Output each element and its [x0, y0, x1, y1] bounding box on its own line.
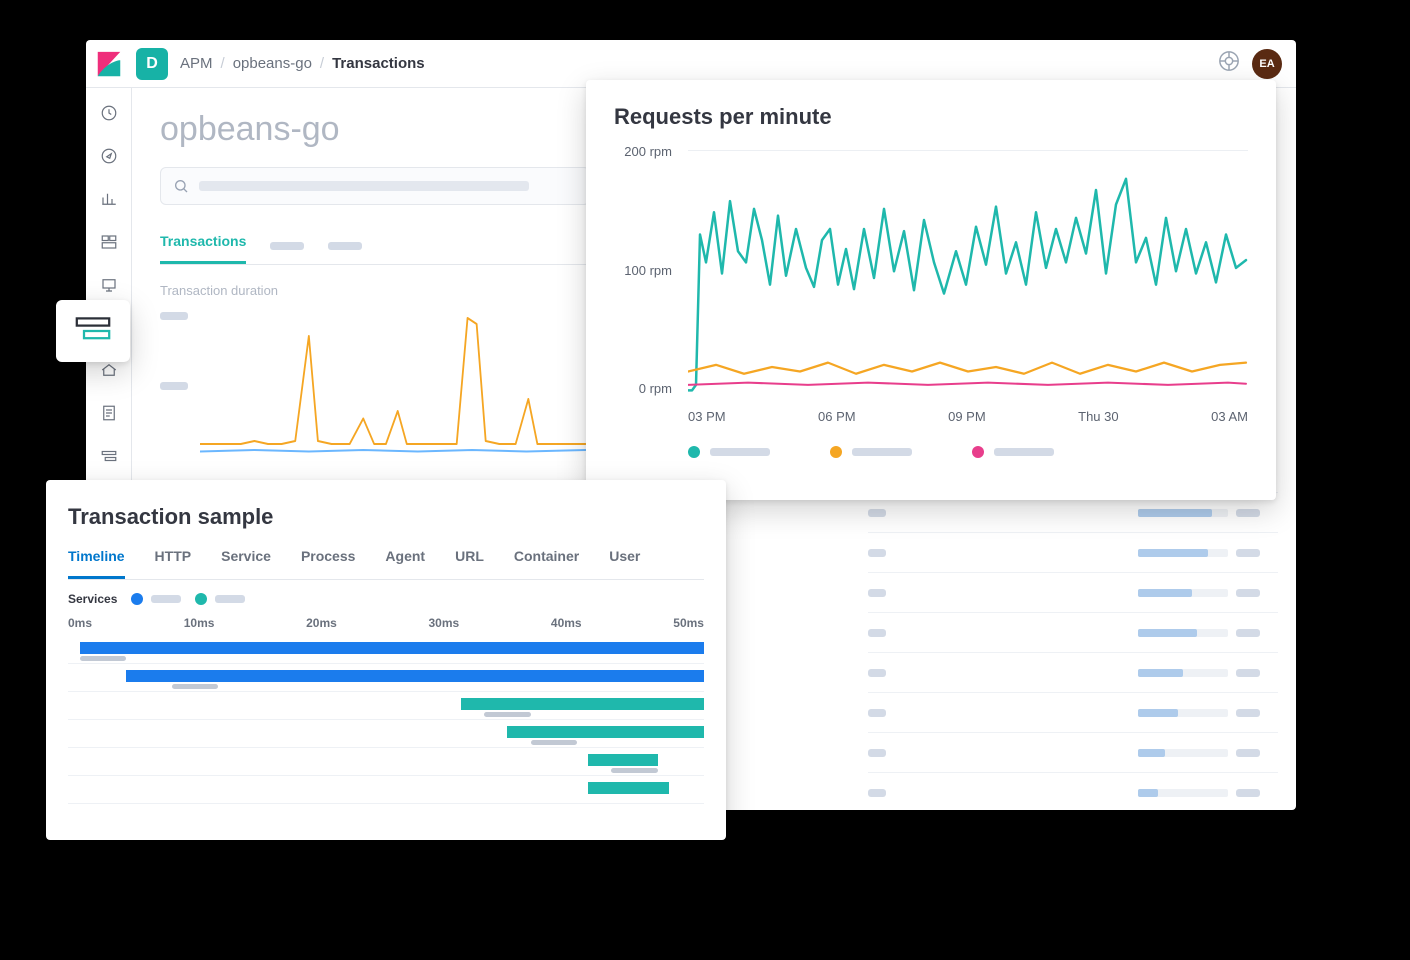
list-item[interactable] — [868, 532, 1278, 572]
legend-item[interactable] — [688, 446, 770, 458]
tsample-tabs: Timeline HTTP Service Process Agent URL Contai… — [68, 544, 704, 580]
tab-process[interactable]: Process — [301, 544, 355, 579]
logs-icon[interactable] — [100, 404, 118, 427]
apm-icon-tile[interactable] — [56, 300, 130, 362]
timeline-axis: 0ms10ms20ms30ms40ms50ms — [68, 616, 704, 630]
transaction-sample-panel: Transaction sample Timeline HTTP Service Pr… — [46, 480, 726, 840]
tab-container[interactable]: Container — [514, 544, 579, 579]
timeline-rows — [68, 636, 704, 804]
requests-per-minute-panel: Requests per minute 200 rpm100 rpm0 rpm … — [586, 80, 1276, 500]
list-item[interactable] — [868, 612, 1278, 652]
list-item[interactable] — [868, 772, 1278, 812]
breadcrumb-apm[interactable]: APM — [180, 55, 213, 72]
timeline-span[interactable] — [68, 636, 704, 664]
list-item[interactable] — [868, 572, 1278, 612]
dashboard-icon[interactable] — [100, 233, 118, 256]
tab-agent[interactable]: Agent — [385, 544, 425, 579]
tab-url[interactable]: URL — [455, 544, 484, 579]
kibana-logo-icon — [94, 49, 124, 79]
infra-icon[interactable] — [100, 361, 118, 384]
list-item[interactable] — [868, 732, 1278, 772]
apm-nav-icon[interactable] — [100, 447, 118, 470]
tab-http[interactable]: HTTP — [155, 544, 192, 579]
timeline-span[interactable] — [68, 748, 704, 776]
recent-icon[interactable] — [100, 104, 118, 127]
transaction-duration-chart — [160, 306, 590, 486]
timeline-span[interactable] — [68, 776, 704, 804]
list-item[interactable] — [868, 652, 1278, 692]
discover-icon[interactable] — [100, 147, 118, 170]
latency-distribution-list — [868, 492, 1278, 812]
breadcrumb-current: Transactions — [332, 55, 425, 72]
user-avatar[interactable]: EA — [1252, 49, 1282, 79]
services-label: Services — [68, 592, 117, 606]
tab-timeline[interactable]: Timeline — [68, 544, 125, 579]
visualize-icon[interactable] — [100, 190, 118, 213]
search-input[interactable] — [160, 167, 590, 205]
help-icon[interactable] — [1218, 50, 1240, 77]
canvas-icon[interactable] — [100, 276, 118, 299]
legend-item[interactable] — [830, 446, 912, 458]
breadcrumb: APM / opbeans-go / Transactions — [180, 55, 425, 72]
rpm-chart: 200 rpm100 rpm0 rpm 03 PM06 PM09 PMThu 3… — [614, 144, 1248, 424]
tab-user[interactable]: User — [609, 544, 640, 579]
space-badge[interactable]: D — [136, 48, 168, 80]
rpm-legend — [614, 446, 1248, 458]
timeline-span[interactable] — [68, 692, 704, 720]
tsample-title: Transaction sample — [68, 504, 704, 530]
breadcrumb-service[interactable]: opbeans-go — [233, 55, 312, 72]
tab-service[interactable]: Service — [221, 544, 271, 579]
list-item[interactable] — [868, 692, 1278, 732]
legend-item[interactable] — [972, 446, 1054, 458]
timeline-span[interactable] — [68, 664, 704, 692]
search-placeholder — [199, 181, 529, 191]
timeline-span[interactable] — [68, 720, 704, 748]
rpm-title: Requests per minute — [614, 104, 1248, 130]
tab-transactions[interactable]: Transactions — [160, 227, 246, 264]
tsample-services: Services — [68, 592, 704, 606]
